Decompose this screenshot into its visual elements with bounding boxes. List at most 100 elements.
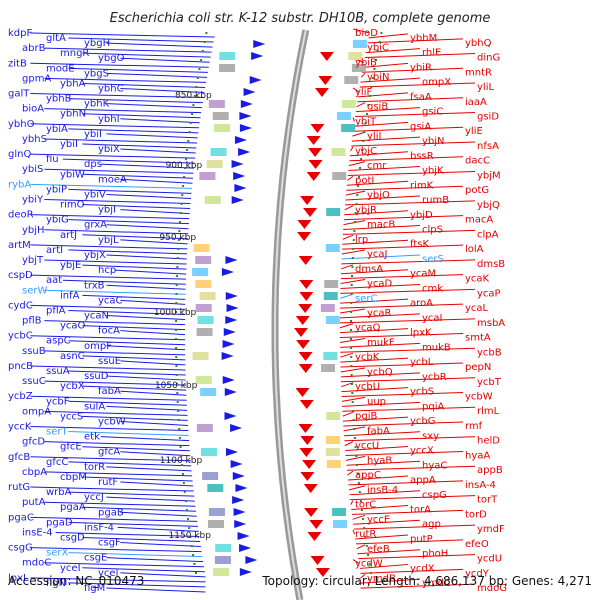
right-gene-label: yliE	[465, 126, 483, 137]
connector-line	[352, 28, 370, 34]
connector-line	[345, 200, 476, 206]
connector-line	[30, 426, 189, 432]
guide-dot	[183, 176, 186, 178]
forward-feature	[225, 292, 238, 300]
left-gene-label: cspD	[8, 270, 33, 281]
guide-dot	[176, 266, 179, 268]
connector-line	[360, 568, 464, 574]
left-gene-label: etk	[84, 432, 100, 443]
right-gene-label: bssR	[410, 151, 434, 162]
left-gene-label: ssuA	[46, 366, 70, 377]
reverse-feature	[295, 316, 310, 325]
reverse-feature	[309, 520, 324, 529]
guide-dot	[186, 149, 189, 151]
right-gene-label: hyaB	[367, 455, 392, 466]
guide-dot	[355, 455, 358, 457]
left-gene-label: gpmA	[22, 73, 51, 84]
right-gene-label: gsiB	[367, 102, 388, 113]
right-gene-label: insB-4	[367, 485, 398, 496]
guide-dot	[358, 176, 361, 178]
left-gene-label: infA	[60, 290, 80, 301]
guide-dot	[177, 419, 180, 421]
connector-line	[365, 48, 421, 54]
guide-dot	[350, 374, 353, 376]
right-gene-label: yliF	[355, 87, 372, 98]
guide-dot	[350, 284, 353, 286]
left-gene-label: sulA	[84, 401, 105, 412]
connector-line	[352, 559, 360, 564]
right-gene-label: torA	[410, 504, 431, 515]
left-gene-label: cbpM	[60, 472, 87, 483]
left-gene-label: pflA	[46, 305, 66, 316]
forward-feature	[233, 508, 246, 516]
connector-line	[356, 544, 366, 550]
right-gene-label: yliI	[367, 131, 381, 142]
connector-line	[44, 198, 191, 204]
connector-line	[343, 224, 421, 230]
connector-line	[30, 516, 198, 522]
guide-dot	[350, 320, 353, 322]
left-gene-label: abrB	[22, 43, 46, 54]
guide-dot	[350, 329, 353, 331]
connector-line	[82, 385, 187, 391]
left-gene-label: ybhO	[8, 119, 35, 130]
connector-line	[353, 524, 476, 530]
connector-line	[368, 33, 409, 39]
connector-line	[117, 526, 199, 532]
guide-dot	[189, 536, 192, 538]
reverse-feature	[318, 76, 333, 85]
right-gene-label: ybiR	[410, 62, 432, 73]
left-gene-label: ybjL	[98, 235, 119, 246]
right-gene-label: msbA	[477, 318, 505, 329]
forward-feature	[253, 40, 266, 48]
left-gene-label: cbpA	[22, 467, 47, 478]
connector-line	[106, 103, 203, 109]
left-gene-label: ybiV	[84, 189, 106, 200]
guide-dot	[364, 536, 367, 538]
right-gene-label: agp	[422, 519, 441, 530]
connector-line	[68, 400, 187, 406]
connector-line	[106, 496, 195, 502]
right-gene-label: ybjD	[410, 210, 433, 221]
left-gene-label: dps	[84, 159, 102, 170]
guide-dot	[354, 221, 357, 223]
left-gene-label: trxB	[84, 280, 105, 291]
connector-line	[82, 143, 197, 149]
connector-line	[30, 547, 202, 553]
right-gene-label: nfsA	[477, 141, 499, 152]
guide-dot	[179, 212, 182, 214]
feature-block	[204, 196, 221, 204]
guide-dot	[175, 383, 178, 385]
connector-line	[339, 328, 409, 334]
right-gene-label: iaaA	[465, 97, 487, 108]
right-gene-label: ybiT	[355, 116, 377, 127]
connector-line	[68, 491, 195, 497]
connector-line	[348, 161, 366, 167]
forward-feature	[222, 340, 235, 348]
feature-block	[197, 316, 214, 324]
right-gene-label: fsaA	[410, 92, 432, 103]
connector-line	[62, 158, 195, 164]
connector-line	[120, 360, 186, 366]
left-gene-label: ycaC	[98, 295, 123, 306]
reverse-feature	[307, 532, 322, 541]
connector-line	[352, 117, 355, 122]
feature-block	[196, 424, 213, 432]
left-gene-label: gltA	[46, 33, 66, 44]
connector-line	[345, 446, 409, 452]
left-gene-label: mdoC	[22, 558, 51, 569]
connector-line	[120, 330, 186, 336]
connector-line	[106, 315, 186, 321]
tick-label: 1100 kbp	[160, 456, 203, 466]
connector-line	[340, 264, 354, 270]
connector-line	[342, 234, 354, 240]
feature-block	[212, 112, 229, 120]
guide-dot	[352, 248, 355, 250]
feature-block	[196, 328, 213, 336]
right-gene-label: insA-4	[465, 480, 496, 491]
right-gene-label: putP	[410, 534, 433, 545]
guide-dot	[350, 311, 353, 313]
right-gene-label: aroA	[410, 298, 433, 309]
forward-feature	[226, 304, 239, 312]
right-gene-label: ftsK	[410, 239, 429, 250]
